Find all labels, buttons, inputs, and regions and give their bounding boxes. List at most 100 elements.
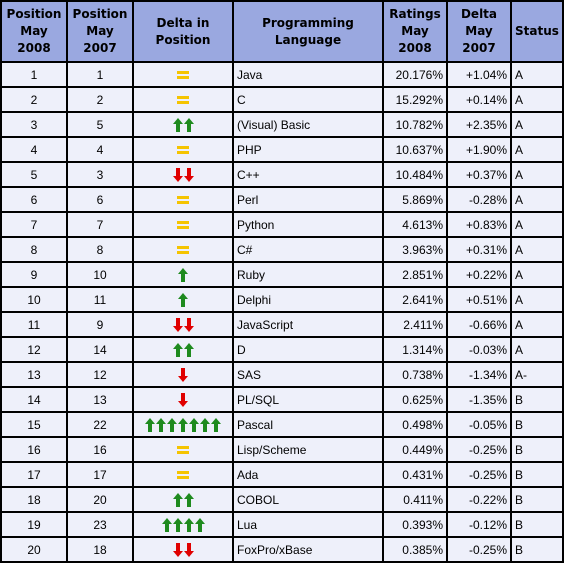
table-row: 2 2 C 15.292% +0.14% A xyxy=(2,88,562,111)
position-2008-cell: 12 xyxy=(2,338,66,361)
col-header-delta-position: Delta in Position xyxy=(134,2,232,61)
table-row: 9 10 Ruby 2.851% +0.22% A xyxy=(2,263,562,286)
delta-position-cell xyxy=(134,63,232,86)
ratings-cell: 0.738% xyxy=(384,363,446,386)
ratings-cell: 5.869% xyxy=(384,188,446,211)
position-2007-cell: 22 xyxy=(68,413,132,436)
language-link[interactable]: JavaScript xyxy=(234,313,382,336)
status-cell: B xyxy=(512,488,562,511)
ratings-cell: 2.411% xyxy=(384,313,446,336)
delta-cell: -0.22% xyxy=(448,488,510,511)
language-link[interactable]: D xyxy=(234,338,382,361)
language-link[interactable]: Python xyxy=(234,213,382,236)
green-up-arrow-icon xyxy=(183,342,194,357)
delta-cell: +0.22% xyxy=(448,263,510,286)
ratings-cell: 1.314% xyxy=(384,338,446,361)
green-up-arrow-icon xyxy=(194,517,205,532)
table-row: 15 22 Pascal 0.498% -0.05% B xyxy=(2,413,562,436)
ratings-cell: 4.613% xyxy=(384,213,446,236)
status-cell: A xyxy=(512,263,562,286)
ratings-cell: 0.411% xyxy=(384,488,446,511)
language-link[interactable]: Perl xyxy=(234,188,382,211)
green-up-arrow-icon xyxy=(161,517,172,532)
ratings-cell: 10.782% xyxy=(384,113,446,136)
delta-position-cell xyxy=(134,313,232,336)
position-2008-cell: 14 xyxy=(2,388,66,411)
ratings-cell: 15.292% xyxy=(384,88,446,111)
language-link[interactable]: FoxPro/xBase xyxy=(234,538,382,561)
table-row: 14 13 PL/SQL 0.625% -1.35% B xyxy=(2,388,562,411)
language-link[interactable]: PHP xyxy=(234,138,382,161)
delta-position-cell xyxy=(134,463,232,486)
delta-position-cell xyxy=(134,238,232,261)
position-2007-cell: 3 xyxy=(68,163,132,186)
delta-cell: +0.14% xyxy=(448,88,510,111)
red-down-arrow-icon xyxy=(183,167,194,182)
status-cell: A xyxy=(512,88,562,111)
language-link[interactable]: Lisp/Scheme xyxy=(234,438,382,461)
delta-cell: +2.35% xyxy=(448,113,510,136)
position-2008-cell: 3 xyxy=(2,113,66,136)
table-row: 1 1 Java 20.176% +1.04% A xyxy=(2,63,562,86)
delta-position-cell xyxy=(134,138,232,161)
green-up-arrow-icon xyxy=(167,417,177,432)
red-down-arrow-icon xyxy=(178,392,188,407)
green-up-arrow-icon xyxy=(183,492,194,507)
delta-position-cell xyxy=(134,213,232,236)
position-2008-cell: 19 xyxy=(2,513,66,536)
equal-icon xyxy=(177,146,189,155)
delta-cell: +0.51% xyxy=(448,288,510,311)
position-2008-cell: 7 xyxy=(2,213,66,236)
red-down-arrow-icon xyxy=(183,542,194,557)
language-link[interactable]: Java xyxy=(234,63,382,86)
position-2008-cell: 11 xyxy=(2,313,66,336)
language-link[interactable]: SAS xyxy=(234,363,382,386)
equal-icon xyxy=(177,196,189,205)
language-link[interactable]: COBOL xyxy=(234,488,382,511)
language-link[interactable]: Ruby xyxy=(234,263,382,286)
red-down-arrow-icon xyxy=(178,367,188,382)
language-link[interactable]: C++ xyxy=(234,163,382,186)
status-cell: A xyxy=(512,338,562,361)
language-link[interactable]: Delphi xyxy=(234,288,382,311)
status-cell: A xyxy=(512,63,562,86)
status-cell: A xyxy=(512,213,562,236)
red-down-arrow-icon xyxy=(172,542,183,557)
green-up-arrow-icon xyxy=(183,117,194,132)
position-2007-cell: 4 xyxy=(68,138,132,161)
delta-position-cell xyxy=(134,188,232,211)
green-up-arrow-icon xyxy=(172,517,183,532)
delta-cell: +1.90% xyxy=(448,138,510,161)
table-row: 18 20 COBOL 0.411% -0.22% B xyxy=(2,488,562,511)
language-link[interactable]: C xyxy=(234,88,382,111)
position-2007-cell: 17 xyxy=(68,463,132,486)
ratings-cell: 0.498% xyxy=(384,413,446,436)
status-cell: B xyxy=(512,513,562,536)
delta-position-cell xyxy=(134,88,232,111)
green-up-arrow-icon xyxy=(178,292,188,307)
delta-position-cell xyxy=(134,338,232,361)
position-2008-cell: 8 xyxy=(2,238,66,261)
table-row: 19 23 Lua 0.393% -0.12% B xyxy=(2,513,562,536)
language-link[interactable]: PL/SQL xyxy=(234,388,382,411)
delta-cell: -0.25% xyxy=(448,438,510,461)
language-link[interactable]: (Visual) Basic xyxy=(234,113,382,136)
green-up-arrow-icon xyxy=(156,417,166,432)
ratings-cell: 0.431% xyxy=(384,463,446,486)
status-cell: B xyxy=(512,388,562,411)
delta-position-cell xyxy=(134,488,232,511)
position-2007-cell: 6 xyxy=(68,188,132,211)
position-2007-cell: 18 xyxy=(68,538,132,561)
delta-position-cell xyxy=(134,113,232,136)
delta-position-cell xyxy=(134,263,232,286)
green-up-arrow-icon xyxy=(145,417,155,432)
green-up-arrow-icon xyxy=(178,417,188,432)
col-header-ratings: Ratings May 2008 xyxy=(384,2,446,61)
language-link[interactable]: C# xyxy=(234,238,382,261)
delta-position-cell xyxy=(134,363,232,386)
language-link[interactable]: Ada xyxy=(234,463,382,486)
language-link[interactable]: Pascal xyxy=(234,413,382,436)
green-up-arrow-icon xyxy=(172,492,183,507)
col-header-delta: Delta May 2007 xyxy=(448,2,510,61)
language-link[interactable]: Lua xyxy=(234,513,382,536)
